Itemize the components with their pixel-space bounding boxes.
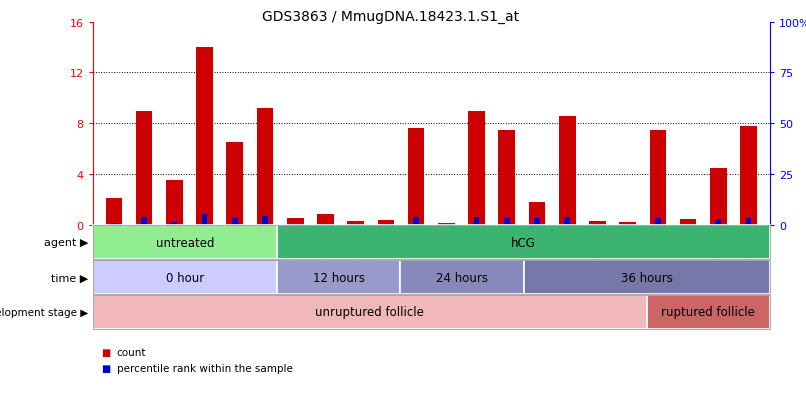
- Bar: [106, 199, 123, 225]
- Text: count: count: [117, 347, 147, 357]
- Text: agent ▶: agent ▶: [44, 238, 89, 248]
- Bar: [650, 130, 667, 225]
- Bar: [559, 116, 575, 225]
- Bar: [256, 109, 273, 225]
- Bar: [655, 218, 661, 225]
- Text: ruptured follicle: ruptured follicle: [661, 306, 755, 319]
- Text: 12 hours: 12 hours: [313, 271, 365, 284]
- Bar: [504, 218, 509, 225]
- Bar: [589, 221, 606, 225]
- Bar: [317, 215, 334, 225]
- Bar: [226, 143, 243, 225]
- Bar: [716, 219, 721, 225]
- Bar: [468, 111, 485, 225]
- Bar: [679, 219, 696, 225]
- Bar: [322, 224, 328, 225]
- Text: ■: ■: [101, 363, 110, 373]
- Bar: [196, 48, 213, 225]
- Bar: [166, 181, 183, 225]
- Bar: [564, 217, 570, 225]
- Bar: [232, 218, 238, 225]
- Bar: [413, 217, 419, 225]
- Bar: [529, 202, 546, 225]
- Bar: [287, 219, 304, 225]
- Text: time ▶: time ▶: [52, 273, 89, 282]
- Bar: [172, 222, 177, 225]
- Bar: [377, 220, 394, 225]
- Bar: [710, 168, 727, 225]
- Text: 0 hour: 0 hour: [166, 271, 204, 284]
- Text: untreated: untreated: [156, 236, 214, 249]
- Text: development stage ▶: development stage ▶: [0, 307, 89, 317]
- Bar: [619, 223, 636, 225]
- Bar: [534, 218, 540, 225]
- Bar: [408, 129, 425, 225]
- Bar: [474, 217, 480, 225]
- Text: ■: ■: [101, 347, 110, 357]
- Bar: [347, 221, 364, 225]
- Bar: [293, 224, 298, 225]
- Bar: [740, 126, 757, 225]
- Bar: [746, 218, 751, 225]
- Bar: [111, 224, 117, 225]
- Bar: [498, 130, 515, 225]
- Bar: [438, 224, 455, 225]
- Bar: [135, 111, 152, 225]
- Text: hCG: hCG: [511, 236, 536, 249]
- Text: percentile rank within the sample: percentile rank within the sample: [117, 363, 293, 373]
- Bar: [202, 215, 207, 225]
- Text: 36 hours: 36 hours: [621, 271, 672, 284]
- Text: 24 hours: 24 hours: [436, 271, 488, 284]
- Bar: [141, 217, 147, 225]
- Text: unruptured follicle: unruptured follicle: [315, 306, 424, 319]
- Bar: [262, 217, 268, 225]
- Text: GDS3863 / MmugDNA.18423.1.S1_at: GDS3863 / MmugDNA.18423.1.S1_at: [262, 10, 520, 24]
